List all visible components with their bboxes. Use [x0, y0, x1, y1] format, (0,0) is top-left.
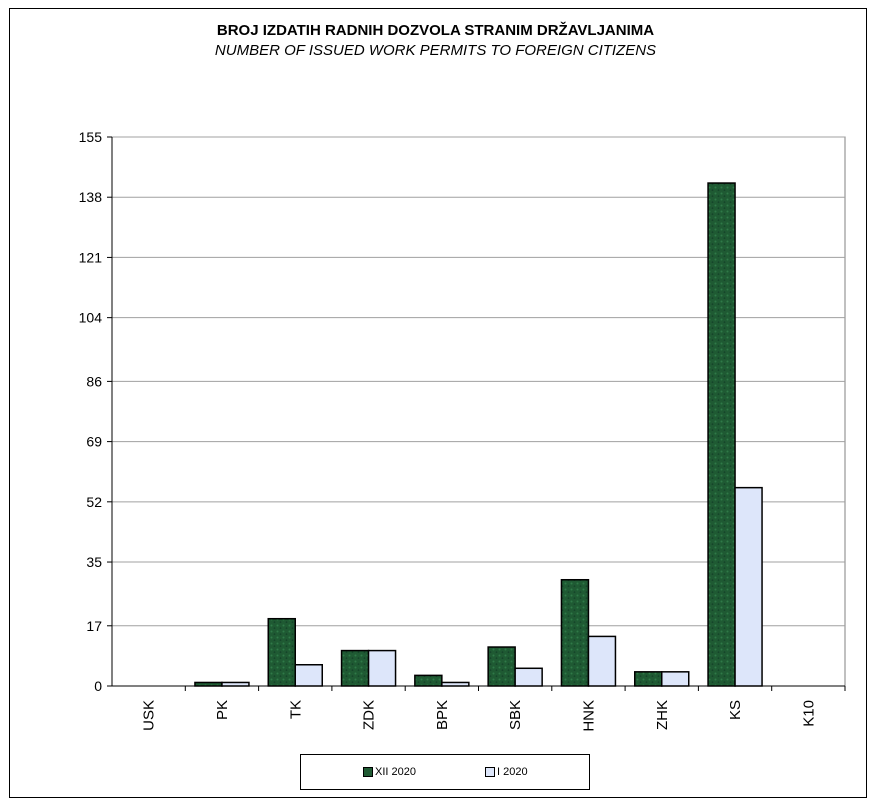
- bar-xii-2020-zdk: [340, 649, 370, 687]
- legend-label-i: I 2020: [497, 766, 528, 778]
- y-tick-label: 104: [79, 310, 103, 326]
- x-tick-label-ks: KS: [727, 700, 744, 720]
- bar-xii-2020-tk: [267, 617, 296, 687]
- legend-item-xii: XII 2020: [363, 766, 416, 778]
- bar-xii-2020-hnk: [560, 578, 590, 687]
- chart-subtitle: NUMBER OF ISSUED WORK PERMITS TO FOREIGN…: [214, 42, 657, 59]
- bar-i-2020-bpk: [441, 681, 470, 687]
- bar-i-2020-tk: [294, 663, 323, 687]
- legend-swatch-xii: [363, 767, 373, 777]
- bar-xii-2020-ks: [707, 182, 736, 687]
- legend-label-xii: XII 2020: [375, 766, 416, 778]
- x-tick-label-bpk: BPK: [434, 700, 451, 730]
- legend-item-i: I 2020: [485, 766, 528, 778]
- x-tick-label-sbk: SBK: [507, 700, 524, 730]
- y-tick-label: 69: [86, 434, 102, 450]
- bar-xii-2020-bpk: [414, 674, 443, 687]
- x-tick-label-k10: K10: [800, 700, 817, 727]
- y-tick-label: 121: [79, 249, 103, 265]
- x-tick-label-tk: TK: [287, 700, 304, 719]
- bar-xii-2020-sbk: [487, 646, 516, 687]
- y-tick-label: 35: [86, 554, 102, 570]
- bar-i-2020-pk: [221, 681, 250, 687]
- x-tick-label-hnk: HNK: [580, 700, 597, 732]
- x-tick-label-usk: USK: [141, 700, 158, 731]
- legend-swatch-i: [485, 767, 495, 777]
- bar-xii-2020-zhk: [634, 671, 663, 687]
- bar-i-2020-zhk: [661, 671, 690, 687]
- y-tick-label: 17: [86, 618, 102, 634]
- bar-i-2020-zdk: [367, 649, 397, 687]
- x-tick-label-pk: PK: [214, 700, 231, 720]
- bar-i-2020-hnk: [587, 635, 617, 687]
- y-tick-label: 0: [94, 678, 102, 694]
- bar-xii-2020-pk: [194, 681, 223, 687]
- y-tick-label: 155: [79, 129, 103, 145]
- y-tick-label: 52: [86, 494, 102, 510]
- x-tick-label-zhk: ZHK: [654, 700, 671, 730]
- chart-title: BROJ IZDATIH RADNIH DOZVOLA STRANIM DRŽA…: [216, 22, 655, 39]
- bar-i-2020-sbk: [514, 667, 543, 687]
- y-tick-label: 138: [79, 189, 103, 205]
- x-tick-label-zdk: ZDK: [361, 700, 378, 730]
- bar-i-2020-ks: [734, 486, 763, 687]
- bar-chart: 0 17 35 52 69 86 104 121 138 155 USK PK TK ZDK BPK SBK H…: [79, 129, 846, 732]
- y-tick-label: 86: [86, 373, 102, 389]
- legend: XII 2020 I 2020: [300, 754, 590, 790]
